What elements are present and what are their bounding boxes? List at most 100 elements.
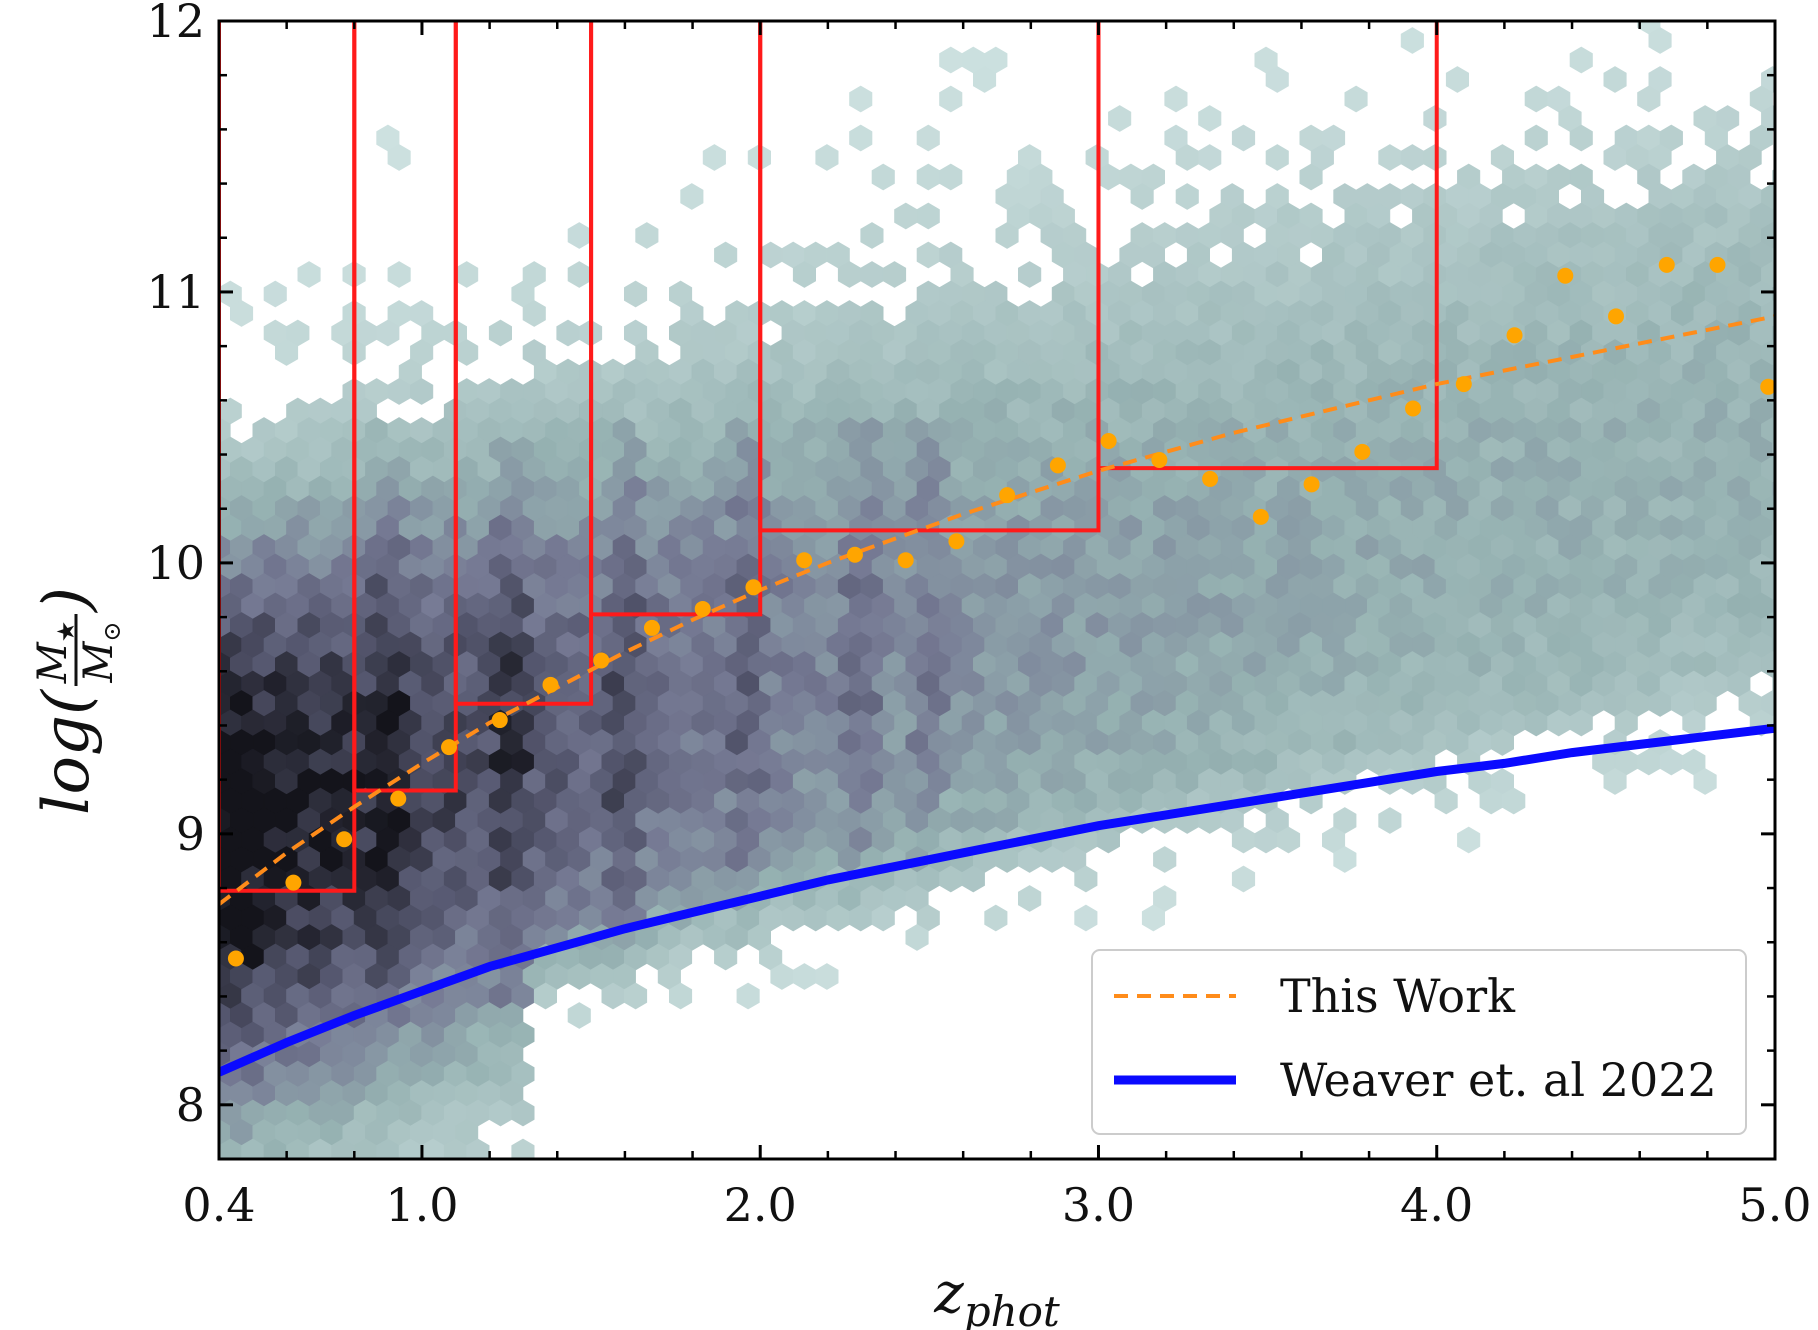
y-num-sub: ★	[52, 621, 80, 643]
hexbin-cell	[219, 716, 220, 730]
hexbin-cell	[1378, 144, 1402, 171]
hexbin-cell	[871, 163, 895, 191]
hexbin-cell	[1130, 183, 1154, 210]
hexbin-cell	[185, 652, 208, 678]
hexbin-cell	[307, 1158, 311, 1159]
hexbin-cell	[1524, 124, 1548, 152]
hexbin-cell	[185, 730, 208, 756]
hexbin-cell	[1141, 904, 1165, 932]
series-line-0	[219, 314, 1775, 906]
y-den: M	[76, 641, 122, 684]
hexbin-cell	[567, 222, 591, 249]
hexbin-cell	[1074, 904, 1098, 932]
hexbin-cell	[1445, 66, 1469, 93]
median-point	[441, 739, 458, 756]
hexbin-cell	[1198, 144, 1222, 171]
hexbin-cell	[219, 638, 220, 652]
hexbin-cell	[410, 378, 434, 405]
hexbin-cell	[623, 982, 648, 1010]
completeness-steps	[219, 21, 1439, 893]
hexbin-cell	[219, 989, 220, 1003]
hexbin-cell	[185, 691, 208, 717]
y-axis-label-denominator: M⊙	[76, 621, 126, 683]
hexbin-cell	[1637, 85, 1661, 113]
hexbin-cell	[185, 613, 208, 639]
y-tick-label: 9	[176, 807, 205, 861]
y-tick-label: 8	[176, 1078, 205, 1132]
hexbin-cell	[984, 904, 1008, 932]
hexbin-cell	[455, 261, 479, 288]
hexbin-cell	[1333, 846, 1357, 873]
hexbin-cell	[1693, 768, 1717, 795]
legend-box	[1091, 949, 1747, 1135]
hexbin-cell	[1502, 787, 1526, 815]
hexbin-cell	[1400, 27, 1424, 54]
hexbin-cell	[1784, 574, 1807, 600]
hexbin-cell	[185, 925, 208, 951]
model-lines	[219, 314, 1775, 1077]
median-point	[1506, 327, 1523, 344]
hexbin-cell	[185, 457, 208, 483]
x-tick-label: 4.0	[1400, 1178, 1473, 1232]
x-tick-label: 3.0	[1062, 1178, 1135, 1232]
hexbin-cell	[274, 339, 299, 366]
median-point	[745, 579, 762, 596]
x-axis-label-sub: phot	[964, 1287, 1060, 1330]
hexbin-cell	[387, 144, 411, 171]
median-point	[999, 487, 1016, 504]
hexbin-cell	[714, 241, 738, 269]
hexbin-cell	[1784, 418, 1807, 444]
hexbin-cell	[972, 66, 997, 93]
hexbin-cell	[185, 496, 208, 522]
median-point	[897, 552, 914, 569]
hexbin-cell	[556, 319, 580, 347]
hexbin-cell	[894, 202, 918, 230]
x-axis-label: zphot	[933, 1261, 1060, 1330]
hexbin-cell	[533, 982, 558, 1010]
hexbin-cell	[1784, 262, 1807, 288]
median-point	[796, 552, 813, 569]
hexbin-cell	[916, 124, 940, 152]
median-point	[1151, 451, 1168, 468]
hexbin-cell	[1265, 144, 1289, 171]
hexbin-cell	[668, 982, 693, 1010]
hexbin-cell	[623, 280, 648, 308]
hexbin-cell	[219, 911, 220, 925]
hexbin-cell	[792, 963, 817, 990]
hexbin-cell	[1299, 163, 1323, 191]
hexbin-cell	[1175, 183, 1199, 210]
series-line-1	[219, 723, 1775, 1077]
hexbin-cell	[1277, 826, 1301, 854]
median-point	[1252, 508, 1269, 525]
hexbin-cell	[1017, 885, 1042, 912]
hexbin-cell	[1400, 144, 1424, 171]
median-point	[336, 831, 353, 848]
hexbin-cell	[1378, 807, 1402, 834]
hexbin-cell	[1603, 66, 1627, 93]
plot-frame	[217, 19, 1777, 1161]
hexbin-cell	[219, 872, 220, 886]
y-axis-label: log( M★ M⊙ )	[30, 587, 126, 815]
median-point	[1354, 443, 1371, 460]
hexbin-cell	[1648, 27, 1672, 54]
hexbin-cell	[860, 261, 884, 288]
hexbin-cell	[567, 1002, 591, 1029]
hexbin-cell	[871, 904, 895, 932]
hexbin-cell	[185, 1003, 208, 1029]
median-points	[227, 256, 1775, 967]
hexbin-cell	[1784, 652, 1807, 678]
hexbin-cell	[230, 300, 254, 327]
hexbin-cell	[219, 482, 220, 496]
x-axis-label-main: z	[933, 1261, 964, 1326]
hexbin-cell	[860, 222, 884, 249]
hexbin-cell	[792, 261, 817, 288]
hexbin-cell	[1344, 85, 1368, 113]
hexbin-cell	[635, 222, 659, 249]
hexbin-cell	[1569, 709, 1593, 737]
median-point	[694, 600, 711, 617]
median-point	[1100, 432, 1117, 449]
hexbin-cell	[219, 443, 220, 457]
hexbin-cell	[939, 85, 963, 113]
hexbin-cell	[185, 769, 208, 795]
hexbin-cell	[1017, 261, 1042, 288]
